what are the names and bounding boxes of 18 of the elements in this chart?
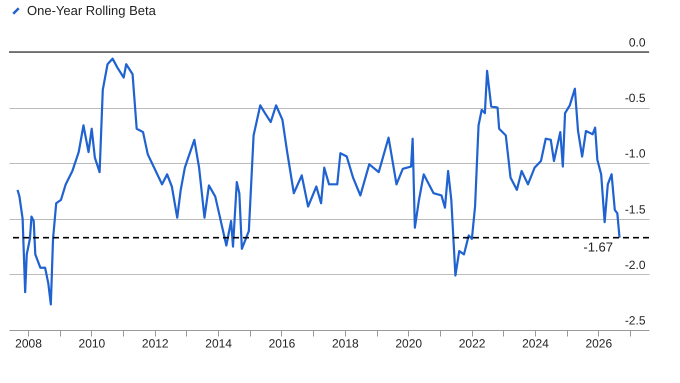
x-tick-label: 2010: [78, 336, 106, 350]
y-tick-label: -1.5: [624, 202, 646, 216]
x-tick-label: 2024: [522, 336, 550, 350]
x-tick-label: 2016: [268, 336, 296, 350]
x-tick-label: 2026: [585, 336, 612, 350]
y-tick-label: -2.0: [624, 258, 646, 272]
y-tick-label: -1.0: [624, 146, 646, 161]
y-tick-label: -2.5: [624, 314, 646, 328]
x-tick-label: 2018: [332, 336, 360, 350]
x-tick-label: 2008: [15, 336, 42, 350]
x-tick-label: 2012: [142, 336, 169, 350]
y-tick-label: 0.0: [628, 36, 646, 50]
x-tick-label: 2014: [205, 336, 232, 350]
ref-line-label: -1.67: [583, 240, 613, 255]
x-tick-label: 2020: [395, 336, 422, 350]
y-tick-label: -0.5: [624, 91, 646, 106]
legend-label: One-Year Rolling Beta: [27, 3, 157, 18]
x-tick-label: 2022: [458, 336, 486, 350]
